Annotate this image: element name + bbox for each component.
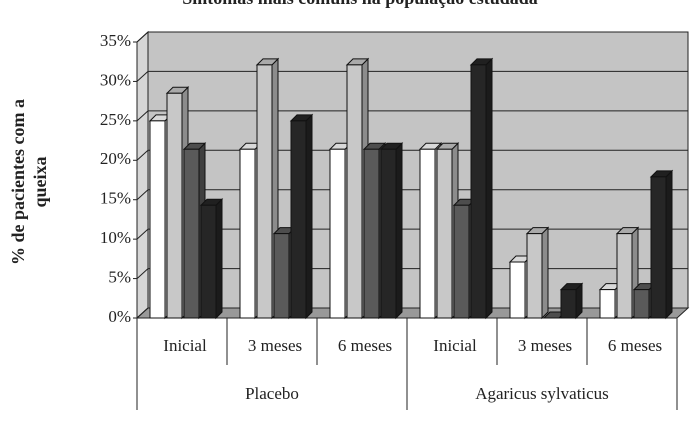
bar: [453, 204, 470, 319]
y-tick-label: 5%: [108, 267, 131, 286]
grid-line-side: [136, 268, 149, 279]
y-axis-title: % de pacientes com a queixa: [8, 99, 50, 265]
grid-line-side: [136, 149, 149, 161]
bar: [380, 148, 397, 319]
bar: [560, 289, 577, 319]
bar: [599, 289, 616, 319]
grid-line-side: [136, 71, 149, 82]
x-tick-label: Inicial: [163, 336, 207, 355]
y-axis-title-line: queixa: [30, 156, 50, 207]
bar: [419, 148, 436, 319]
group-label: Placebo: [245, 384, 299, 403]
bar: [329, 148, 346, 319]
bar-side: [305, 113, 313, 320]
side-wall: [136, 30, 149, 320]
bar: [526, 233, 543, 319]
bar: [256, 64, 273, 319]
group-label: Agaricus sylvaticus: [475, 384, 609, 403]
x-tick-label: Inicial: [433, 336, 477, 355]
x-tick-label: 6 meses: [338, 336, 392, 355]
bar: [290, 120, 307, 319]
bar: [509, 261, 526, 319]
bar: [650, 176, 667, 319]
bar-side: [395, 142, 403, 320]
bar-side: [215, 198, 223, 320]
bar: [239, 148, 256, 319]
bar: [633, 289, 650, 319]
grid-line-side: [136, 228, 149, 240]
bar: [470, 64, 487, 319]
y-tick-label: 15%: [100, 189, 131, 208]
y-tick-label: 10%: [100, 228, 131, 247]
grid-line-side: [136, 189, 149, 201]
y-axis-title-line: % de pacientes com a: [8, 99, 28, 265]
chart-title: Sintomas mais comuns na população estuda…: [182, 0, 538, 8]
grid-line-side: [136, 307, 149, 319]
bar-side: [665, 169, 673, 320]
bar: [149, 120, 166, 319]
bar: [363, 148, 380, 319]
x-tick-label: 3 meses: [248, 336, 302, 355]
grid-line-side: [136, 31, 149, 43]
x-tick-label: 3 meses: [518, 336, 572, 355]
bar: [346, 64, 363, 319]
bar: [273, 233, 290, 319]
y-tick-label: 35%: [100, 31, 131, 50]
y-tick-label: 30%: [100, 70, 131, 89]
grid-line-side: [136, 110, 149, 122]
bar: [436, 148, 453, 319]
x-tick-label: 6 meses: [608, 336, 662, 355]
bar-side: [485, 57, 493, 320]
bar: [166, 92, 183, 319]
bar-side: [541, 226, 549, 320]
back-wall: [147, 31, 689, 309]
y-tick-label: 0%: [108, 307, 131, 326]
bar: [200, 204, 217, 319]
y-tick-label: 25%: [100, 110, 131, 129]
bar: [183, 148, 200, 319]
bar: [616, 233, 633, 319]
y-tick-label: 20%: [100, 149, 131, 168]
